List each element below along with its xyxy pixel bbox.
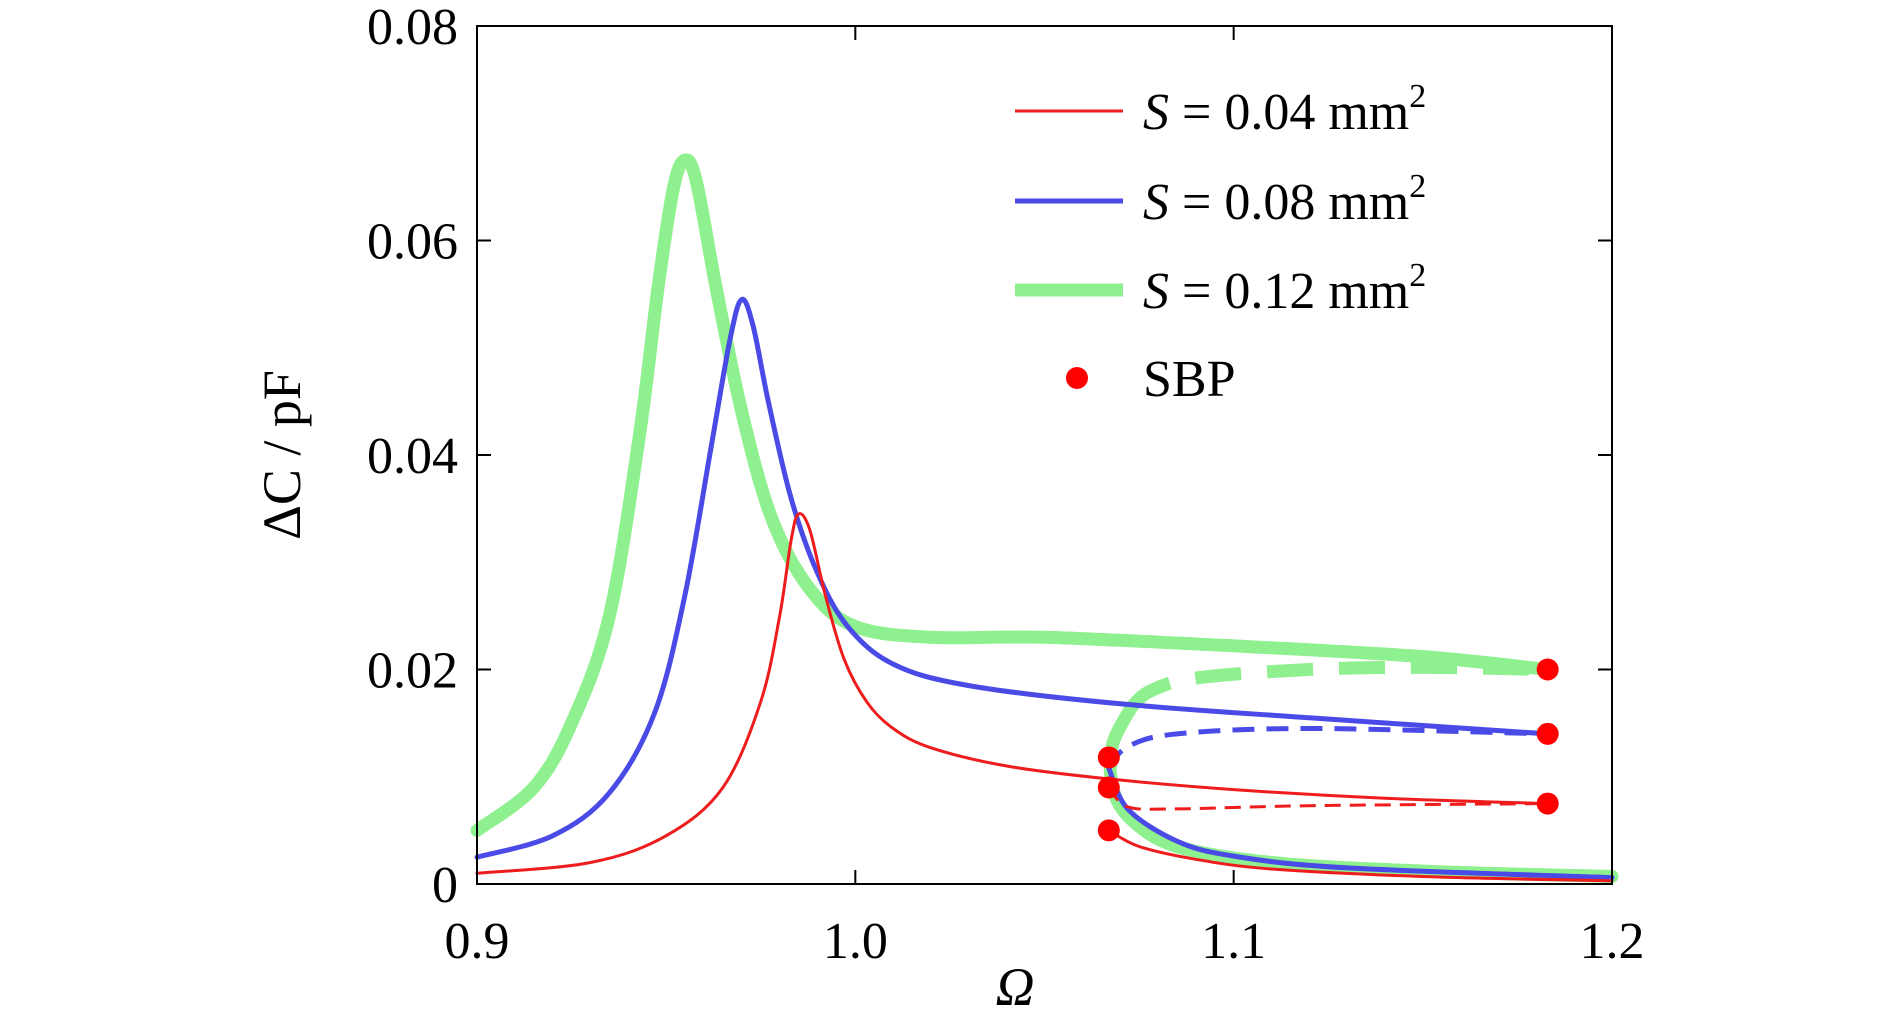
sbp-points-layer — [1097, 658, 1559, 842]
legend-label-3: SBP — [1143, 351, 1236, 408]
series-2-unstable-line — [1127, 660, 1548, 713]
y-tick-label-1: 0.02 — [367, 643, 458, 700]
x-axis-label: Ω — [995, 957, 1034, 1009]
sbp-point-2 — [1097, 819, 1120, 842]
sbp-point-4 — [1536, 722, 1559, 745]
sbp-point-5 — [1536, 792, 1559, 815]
series-0-stable-upper-line — [475, 512, 1550, 875]
series-0-stable-lower-line — [1107, 828, 1614, 883]
x-tick-label-3: 1.2 — [1580, 913, 1645, 970]
y-tick-label-2: 0.04 — [367, 428, 458, 485]
legend: S = 0.04 mm2 S = 0.08 mm2 S = 0.12 mm2 SBP — [1015, 78, 1426, 408]
curves-layer — [470, 153, 1619, 883]
x-tick-label-0: 0.9 — [445, 913, 510, 970]
legend-label-1: S = 0.08 mm2 — [1143, 168, 1426, 231]
sbp-point-0 — [1097, 746, 1120, 769]
plot-frame — [476, 25, 1613, 885]
x-tick-labels: 0.9 1.0 1.1 1.2 — [445, 913, 1645, 970]
y-axis-label: ΔC / pF — [252, 370, 312, 540]
series-1-stable-lower-line — [1106, 765, 1615, 881]
series-2-stable-upper-line — [470, 153, 1555, 837]
series-0-unstable-line — [1107, 786, 1548, 811]
y-tick-label-0: 0 — [432, 857, 458, 914]
x-tick-label-2: 1.1 — [1201, 913, 1266, 970]
legend-label-2: S = 0.12 mm2 — [1143, 257, 1426, 320]
sbp-point-3 — [1536, 658, 1559, 681]
sbp-point-1 — [1097, 776, 1120, 799]
x-tick-label-1: 1.0 — [823, 913, 888, 970]
y-tick-label-4: 0.08 — [367, 0, 458, 56]
series-1-unstable-line — [1106, 725, 1548, 770]
legend-swatch-3 — [1066, 367, 1088, 389]
axis-ticks — [476, 25, 1613, 885]
legend-label-0: S = 0.04 mm2 — [1143, 78, 1426, 141]
y-tick-label-3: 0.06 — [367, 214, 458, 271]
y-tick-labels: 0 0.02 0.04 0.06 0.08 — [367, 0, 458, 914]
series-1-stable-upper-line — [474, 296, 1551, 860]
